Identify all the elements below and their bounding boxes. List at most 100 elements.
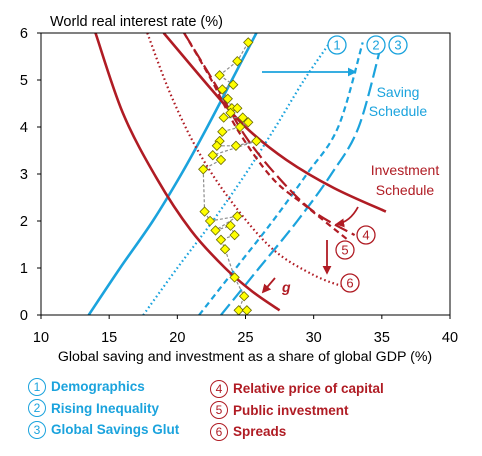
g-shift-arrow <box>261 277 276 294</box>
scatter-point <box>229 272 240 283</box>
scatter-point <box>214 70 225 81</box>
scatter-point <box>207 150 218 161</box>
x-tick-label: 10 <box>33 330 49 346</box>
callout-1-circle <box>327 35 347 55</box>
series-line-1 <box>142 41 331 315</box>
scatter-point <box>215 154 227 166</box>
annotation-saving: Saving <box>377 84 420 100</box>
callout-4-label: 4 <box>362 228 369 243</box>
scatter-point <box>210 225 221 236</box>
scatter-point <box>234 121 246 133</box>
legend-number: 5 <box>210 401 228 420</box>
y-tick-label: 1 <box>20 261 28 277</box>
callout-6-circle <box>340 273 360 293</box>
series-line-4 <box>162 33 387 213</box>
callout-2-circle <box>366 35 386 55</box>
scatter-point <box>228 79 239 90</box>
annotation-saving-schedule: Schedule <box>369 103 428 119</box>
legend-label: Global Savings Glut <box>51 422 180 437</box>
scatter-point <box>237 112 248 123</box>
scatter-point <box>222 93 233 104</box>
scatter-point <box>230 140 242 151</box>
scatter-point <box>243 37 254 48</box>
scatter-point <box>219 244 231 255</box>
x-tick-label: 40 <box>442 330 458 346</box>
series-line-3 <box>220 42 383 315</box>
callout-5-circle <box>335 240 355 260</box>
legend-label: Rising Inequality <box>51 400 160 416</box>
series-line-6 <box>183 33 349 241</box>
scatter-point <box>211 140 223 151</box>
scatter-point <box>243 117 254 128</box>
x-tick-label: 25 <box>237 330 253 346</box>
scatter-connector <box>219 60 238 76</box>
scatter-point <box>232 56 243 67</box>
scatter-point <box>241 305 253 315</box>
legend-number: 6 <box>210 422 228 441</box>
legend-number: 4 <box>210 379 228 398</box>
scatter-point <box>251 135 262 147</box>
legend-label: Relative price of capital <box>233 381 384 396</box>
scatter-point <box>225 107 236 119</box>
callout-2-label: 2 <box>372 38 379 53</box>
legend-label: Demographics <box>51 379 145 394</box>
x-tick-label: 30 <box>306 330 322 346</box>
scatter-connector <box>215 215 238 231</box>
legend-number: 2 <box>28 399 46 418</box>
series-line-5 <box>183 33 356 237</box>
scatter-point <box>217 126 228 137</box>
legend-item-rising-inequality: 2 Rising Inequality <box>28 398 179 420</box>
callout-3-circle <box>388 35 408 55</box>
x-tick-label: 35 <box>374 330 390 346</box>
scatter-point <box>198 164 209 175</box>
scatter-point <box>232 103 243 114</box>
scatter-point <box>225 220 236 231</box>
scatter-point <box>218 112 229 123</box>
annotation-g: g <box>281 279 291 295</box>
legend-item-relative-price-of-capital: 4 Relative price of capital <box>210 378 384 400</box>
annotation-investment: Investment <box>371 162 440 178</box>
y-tick-label: 3 <box>20 167 28 183</box>
scatter-point <box>238 291 250 302</box>
legend-label: Spreads <box>233 424 287 439</box>
scatter-point <box>215 234 227 245</box>
y-tick-label: 0 <box>20 308 28 324</box>
legend-investment-drivers: 4 Relative price of capital 5 Public inv… <box>210 378 384 443</box>
legend-number: 1 <box>28 377 46 396</box>
series-line-7 <box>146 33 345 288</box>
legend-item-demographics: 1 Demographics <box>28 376 179 398</box>
y-tick-label: 5 <box>20 73 28 89</box>
scatter-connector <box>236 42 249 62</box>
scatter-point <box>232 211 243 222</box>
callout-6-label: 6 <box>346 276 353 291</box>
scatter-point <box>229 229 240 241</box>
legend-item-spreads: 6 Spreads <box>210 421 384 443</box>
callout-1-label: 1 <box>333 38 340 53</box>
callout-5-label: 5 <box>341 243 348 258</box>
x-axis-title: Global saving and investment as a share … <box>58 349 432 365</box>
scatter-point <box>217 84 228 95</box>
series-line-2 <box>198 42 364 315</box>
investment-shift-arrow-4 <box>335 206 359 228</box>
y-tick-label: 4 <box>20 120 28 136</box>
x-tick-label: 15 <box>101 330 117 346</box>
callout-4-circle <box>356 225 376 245</box>
y-tick-label: 6 <box>20 26 28 42</box>
annotation-investment-schedule: Schedule <box>376 182 435 198</box>
legend-label: Public investment <box>233 402 349 418</box>
y-tick-label: 2 <box>20 214 28 230</box>
y-axis-title: World real interest rate (%) <box>50 14 223 30</box>
legend-item-public-investment: 5 Public investment <box>210 400 384 422</box>
series-line-8 <box>94 33 281 312</box>
x-tick-label: 20 <box>169 330 185 346</box>
scatter-point <box>204 215 216 227</box>
callout-3-label: 3 <box>394 38 401 53</box>
legend-saving-drivers: 1 Demographics 2 Rising Inequality 3 Glo… <box>28 376 179 441</box>
scatter-connector <box>202 169 206 212</box>
legend-item-global-savings-glut: 3 Global Savings Glut <box>28 419 179 441</box>
series-line-0 <box>87 33 258 315</box>
scatter-point <box>199 206 210 217</box>
legend-number: 3 <box>28 420 46 439</box>
